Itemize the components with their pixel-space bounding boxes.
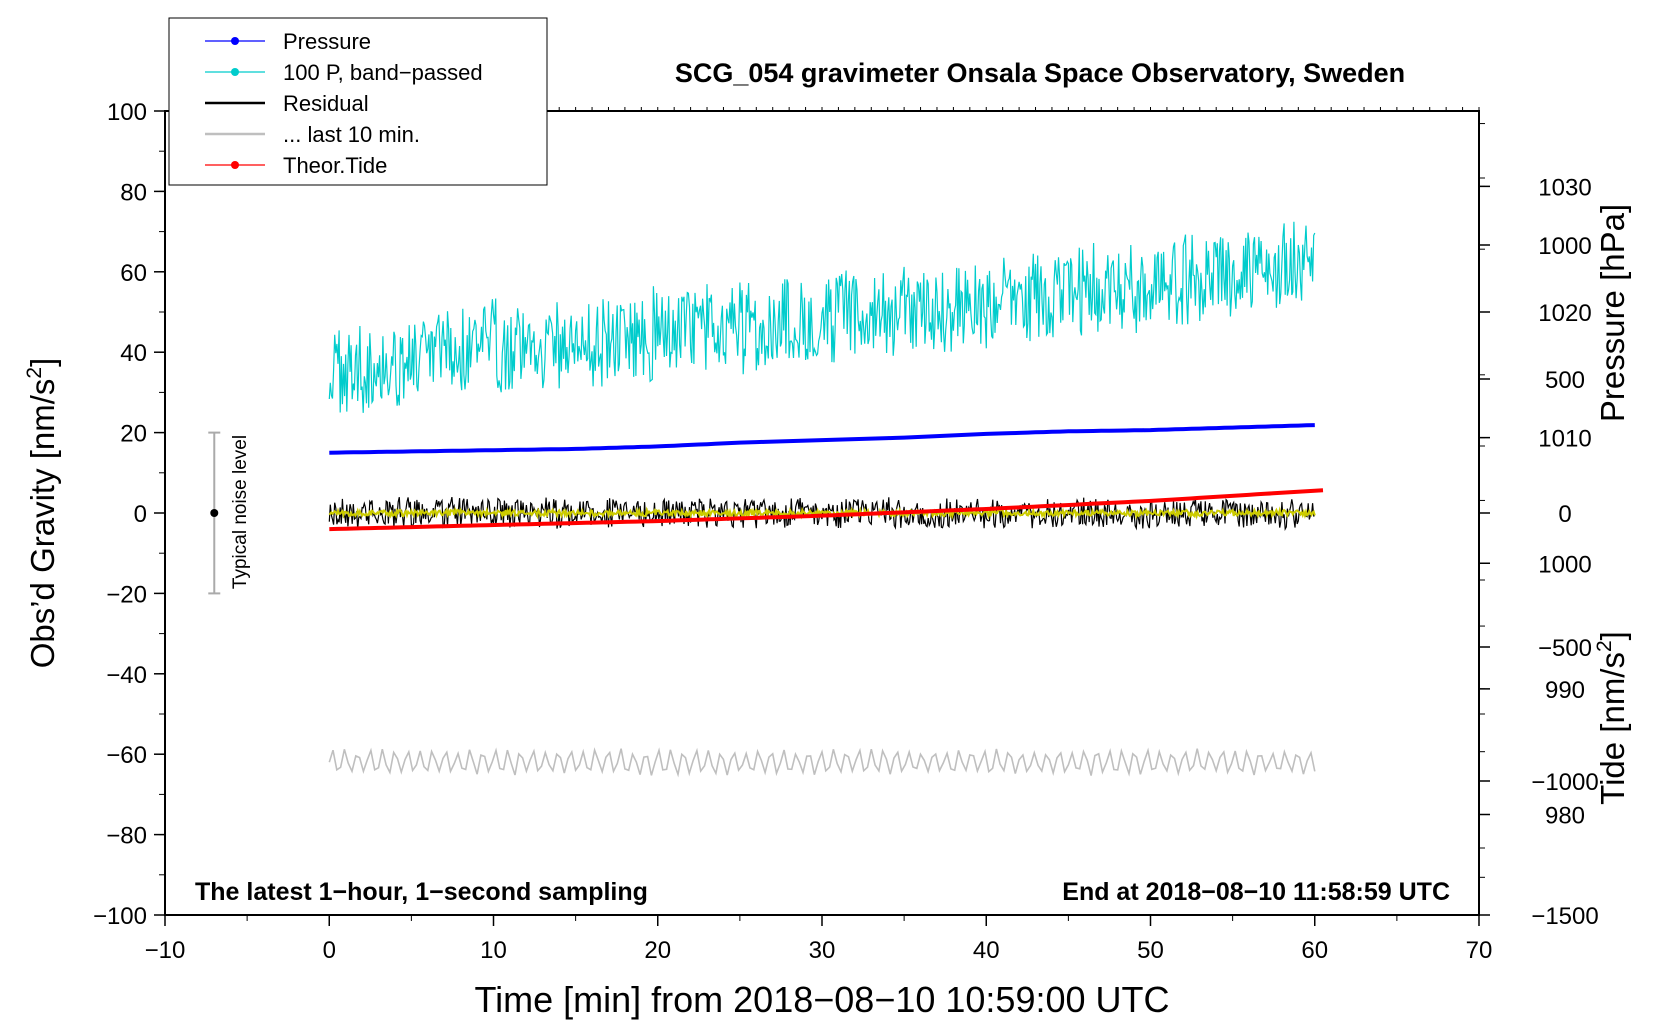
series--last-10-min- xyxy=(328,747,1316,778)
tide-axis-label: Tide [nm/s2] xyxy=(1593,631,1631,805)
noise-level-bar xyxy=(208,431,221,595)
pressure-tick-label: 1030 xyxy=(1538,174,1591,201)
y-tick-label: −40 xyxy=(106,662,147,689)
legend-box xyxy=(168,17,548,186)
pressure-tick-label: 1000 xyxy=(1538,551,1591,578)
y-tick-label: 80 xyxy=(120,179,147,206)
x-tick-label: 40 xyxy=(973,937,1000,964)
data-series xyxy=(328,221,1324,778)
sampling-annotation: The latest 1−hour, 1−second sampling xyxy=(195,878,648,906)
y-tick-label: −60 xyxy=(106,742,147,769)
y-tick-label: 60 xyxy=(120,260,147,287)
legend-marker xyxy=(231,68,239,76)
legend-label: 100 P, band−passed xyxy=(283,60,483,85)
tide-tick-label: −1000 xyxy=(1531,769,1598,796)
pressure-tick-label: 1010 xyxy=(1538,426,1591,453)
legend: Pressure 100 P, band−passed Residual ... la… xyxy=(168,17,548,186)
y-tick-label: −20 xyxy=(106,581,147,608)
end-time-annotation: End at 2018−08−10 11:58:59 UTC xyxy=(1062,878,1450,906)
y-tick-label: 40 xyxy=(120,340,147,367)
x-tick-label: 60 xyxy=(1301,937,1328,964)
noise-level-label: Typical noise level xyxy=(230,435,251,589)
tide-tick-label: −1500 xyxy=(1531,903,1598,930)
legend-label: Residual xyxy=(283,91,369,116)
y-tick-label: −80 xyxy=(106,823,147,850)
y-tick-label: 100 xyxy=(107,99,147,126)
series-pressure xyxy=(329,423,1315,455)
y-axis-label: Obs’d Gravity [nm/s2] xyxy=(23,358,61,669)
series-residual-smoothed- xyxy=(328,506,1316,520)
legend-marker xyxy=(231,161,239,169)
legend-label: Pressure xyxy=(283,29,371,54)
x-tick-label: 30 xyxy=(809,937,836,964)
legend-marker xyxy=(231,37,239,45)
legend-label: ... last 10 min. xyxy=(283,122,420,147)
tide-tick-label: 1000 xyxy=(1538,233,1591,260)
series-theor-tide xyxy=(329,488,1324,532)
x-axis-label: Time [min] from 2018−08−10 10:59:00 UTC xyxy=(474,979,1169,1020)
x-tick-label: 70 xyxy=(1466,937,1493,964)
series-100-p-band-passed xyxy=(328,221,1316,413)
pressure-tick-label: 1020 xyxy=(1538,300,1591,327)
y-tick-label: 0 xyxy=(134,501,147,528)
tide-tick-label: 0 xyxy=(1558,501,1571,528)
noise-bar-center-dot xyxy=(210,509,219,517)
y-tick-label: 20 xyxy=(120,421,147,448)
legend-label: Theor.Tide xyxy=(283,153,387,178)
y-tick-label: −100 xyxy=(93,903,147,930)
axis-ticks: −10 0 10 20 30 40 50 60 70−100−80−60−40−20020406… xyxy=(93,99,1599,964)
x-tick-label: 10 xyxy=(480,937,507,964)
x-tick-label: 50 xyxy=(1137,937,1164,964)
tide-tick-label: −500 xyxy=(1538,635,1592,662)
x-tick-label: −10 xyxy=(145,937,186,964)
pressure-tick-label: 990 xyxy=(1545,677,1585,704)
x-tick-label: 0 xyxy=(323,937,336,964)
chart-title: SCG_054 gravimeter Onsala Space Observat… xyxy=(675,58,1405,88)
tide-tick-label: 500 xyxy=(1545,367,1585,394)
pressure-axis-label: Pressure [hPa] xyxy=(1594,204,1631,422)
x-tick-label: 20 xyxy=(644,937,671,964)
pressure-tick-label: 980 xyxy=(1545,803,1585,830)
